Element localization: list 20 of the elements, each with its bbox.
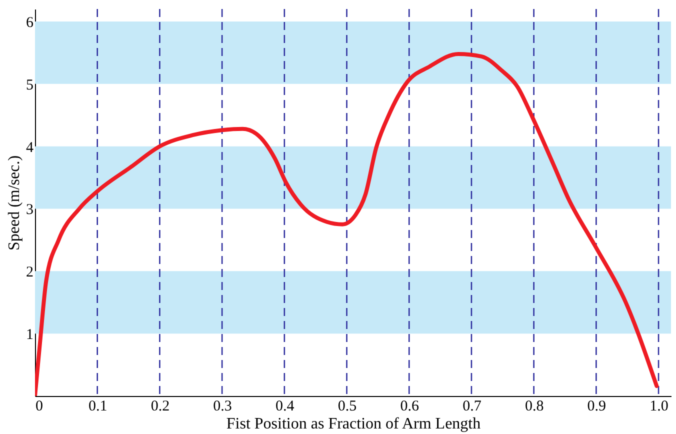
line-series xyxy=(35,52,659,396)
x-tick-label: 0.6 xyxy=(400,398,420,414)
y-tick-label: 6 xyxy=(26,14,34,31)
y-axis-title: Speed (m/sec.) xyxy=(6,155,23,251)
x-tick-label: 0.1 xyxy=(88,398,108,414)
x-tick-label: 0.8 xyxy=(524,398,544,414)
x-tick-label: 1.0 xyxy=(650,398,668,414)
x-tick-label: 0.5 xyxy=(338,398,357,414)
x-axis-title: Fist Position as Fraction of Arm Length xyxy=(226,416,481,432)
y-tick-label: 4 xyxy=(26,140,34,156)
x-tick-label: 0.9 xyxy=(587,398,606,414)
x-tick-label: 0.3 xyxy=(213,398,232,414)
x-tick-label: 0.7 xyxy=(462,398,482,414)
x-tick-label: 0.4 xyxy=(276,398,295,414)
y-tick-label: 3 xyxy=(26,202,34,218)
x-tick-label: 0.2 xyxy=(150,398,170,414)
y-tick-label: 1 xyxy=(26,327,34,344)
y-tick-label: 5 xyxy=(26,77,34,94)
y-tick-label: 2 xyxy=(26,264,34,281)
x-tick-label: 0 xyxy=(36,398,43,414)
